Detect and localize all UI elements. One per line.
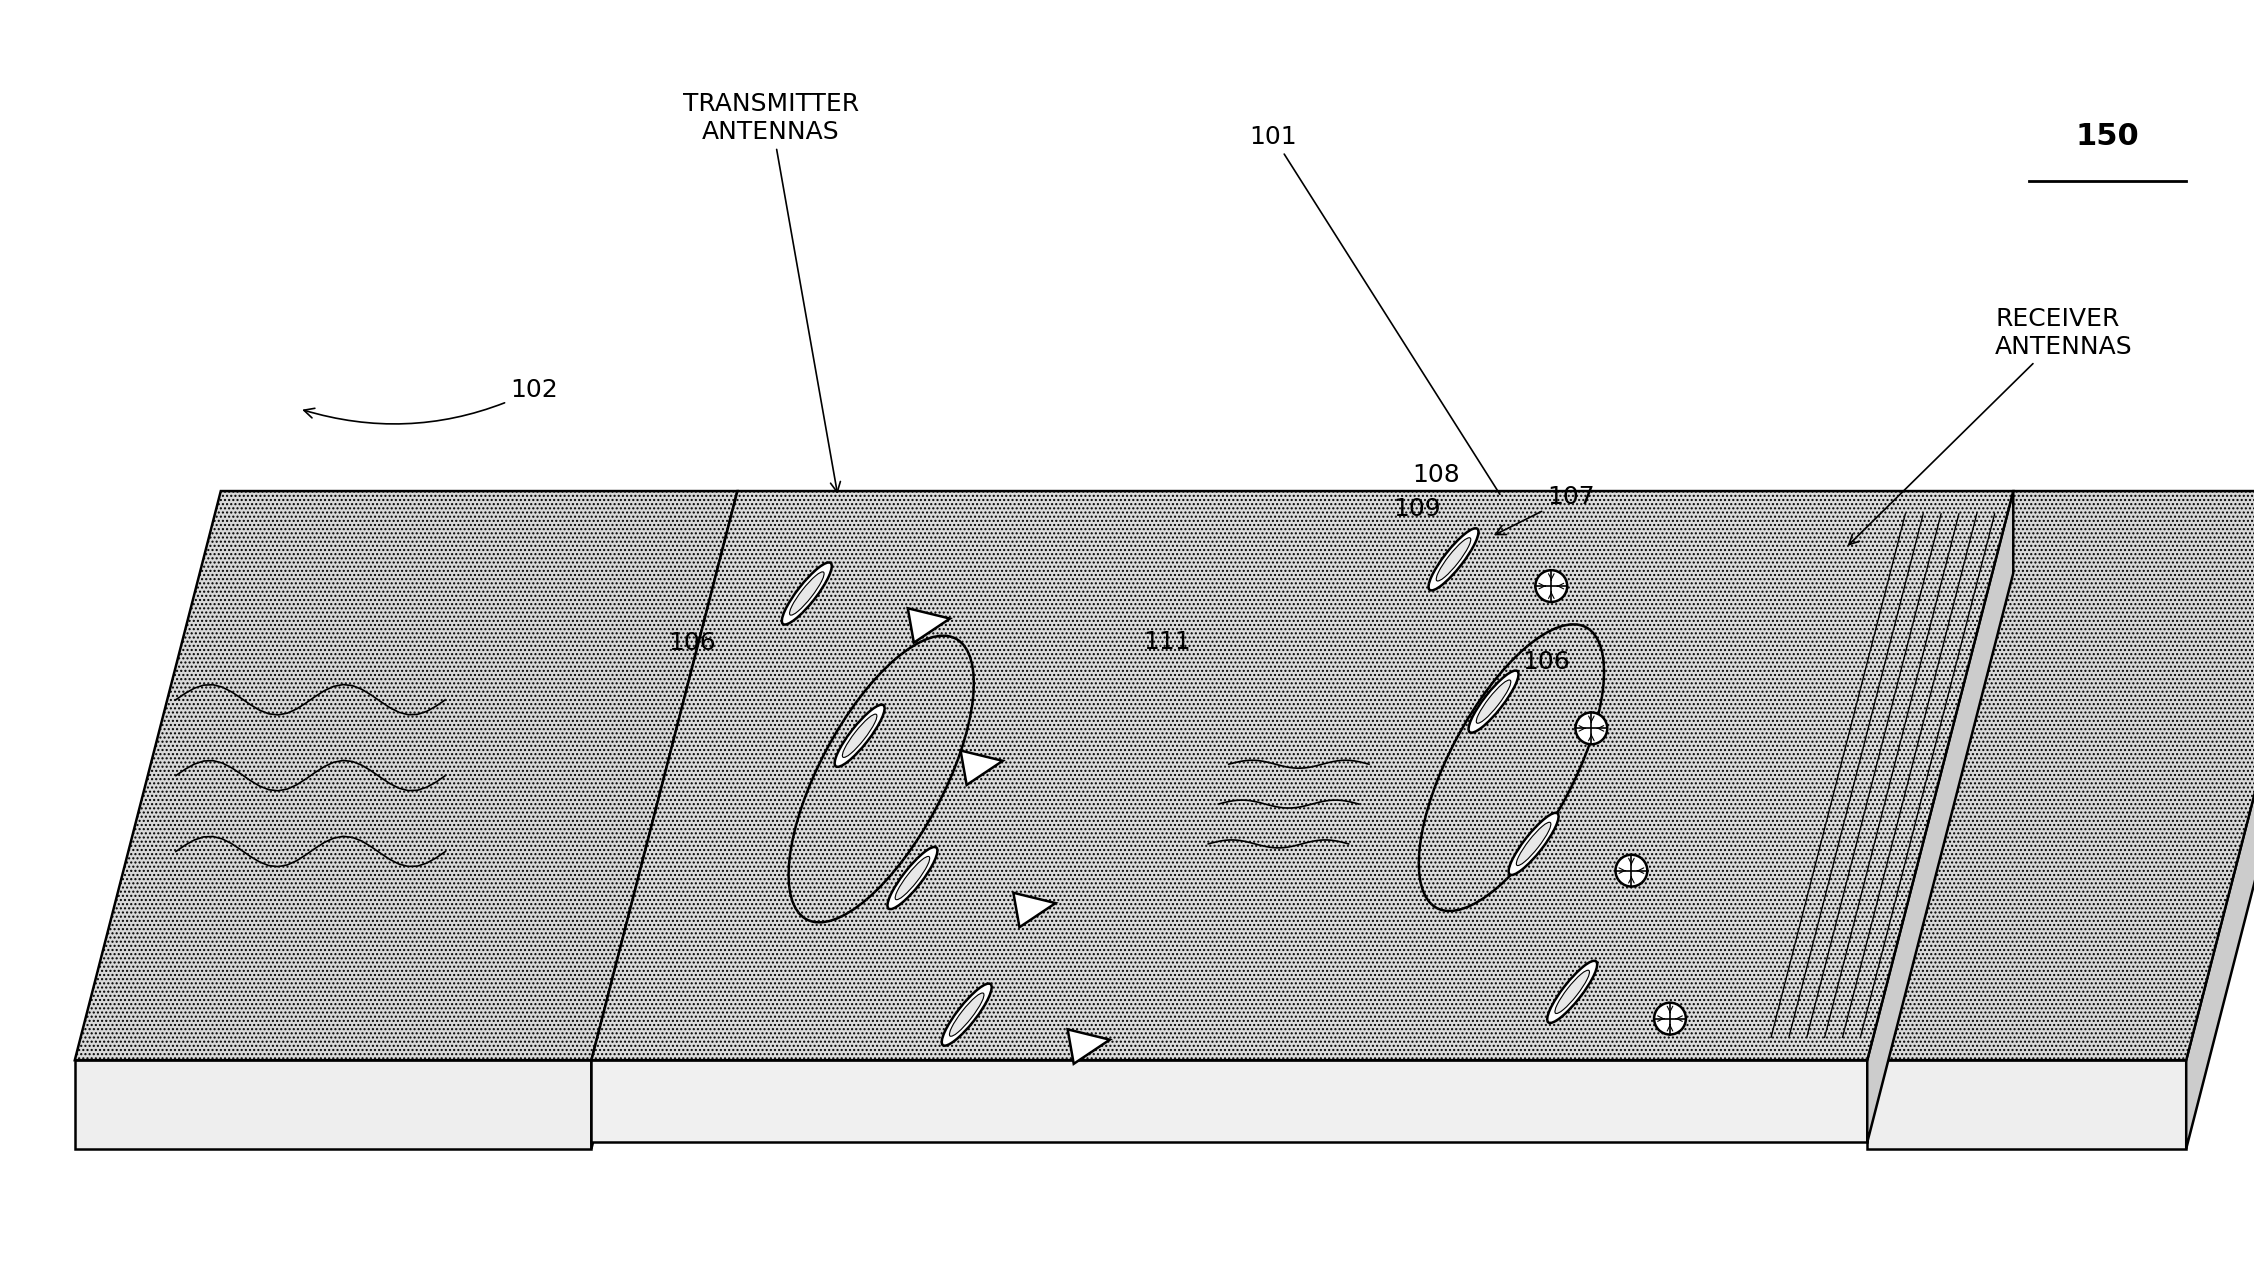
- Polygon shape: [1603, 1035, 1669, 1133]
- Ellipse shape: [895, 857, 929, 900]
- Circle shape: [1655, 1003, 1687, 1035]
- Text: 101: 101: [1250, 125, 1499, 494]
- Polygon shape: [592, 491, 2012, 1060]
- Circle shape: [1617, 854, 1648, 886]
- Polygon shape: [907, 608, 950, 643]
- Polygon shape: [1013, 892, 1056, 927]
- Circle shape: [1535, 570, 1567, 602]
- Ellipse shape: [782, 563, 832, 625]
- Text: TRANSMITTER
ANTENNAS: TRANSMITTER ANTENNAS: [683, 92, 859, 493]
- Text: 107: 107: [1495, 485, 1594, 535]
- Text: 108: 108: [1413, 463, 1461, 488]
- Ellipse shape: [843, 714, 877, 757]
- Text: RECEIVER
ANTENNAS: RECEIVER ANTENNAS: [1849, 307, 2132, 545]
- Ellipse shape: [834, 705, 884, 766]
- Ellipse shape: [1556, 970, 1589, 1013]
- Polygon shape: [692, 1073, 1603, 1133]
- Polygon shape: [75, 1060, 592, 1148]
- Text: 111: 111: [1144, 630, 1192, 654]
- Ellipse shape: [1517, 822, 1551, 866]
- Ellipse shape: [1508, 813, 1558, 875]
- Text: 150: 150: [2076, 122, 2139, 151]
- Polygon shape: [592, 1060, 1868, 1142]
- Polygon shape: [1067, 1030, 1110, 1064]
- Ellipse shape: [950, 993, 984, 1036]
- Polygon shape: [1868, 491, 2261, 1060]
- Polygon shape: [2186, 491, 2261, 1148]
- Polygon shape: [692, 1035, 1669, 1073]
- Text: 102: 102: [303, 378, 558, 424]
- Ellipse shape: [1476, 680, 1510, 723]
- Text: 109: 109: [1393, 496, 1440, 521]
- Text: 106: 106: [1522, 649, 1569, 673]
- Ellipse shape: [943, 984, 993, 1045]
- Ellipse shape: [1436, 537, 1472, 580]
- Ellipse shape: [1429, 528, 1479, 591]
- Ellipse shape: [789, 572, 823, 615]
- Ellipse shape: [1470, 671, 1519, 733]
- Polygon shape: [1868, 491, 2012, 1142]
- Ellipse shape: [889, 847, 938, 909]
- Text: 106: 106: [669, 631, 717, 654]
- Polygon shape: [75, 491, 737, 1060]
- Ellipse shape: [1547, 961, 1596, 1023]
- Polygon shape: [1868, 1060, 2186, 1148]
- Circle shape: [1576, 713, 1608, 745]
- Polygon shape: [592, 491, 737, 1148]
- Polygon shape: [961, 751, 1002, 785]
